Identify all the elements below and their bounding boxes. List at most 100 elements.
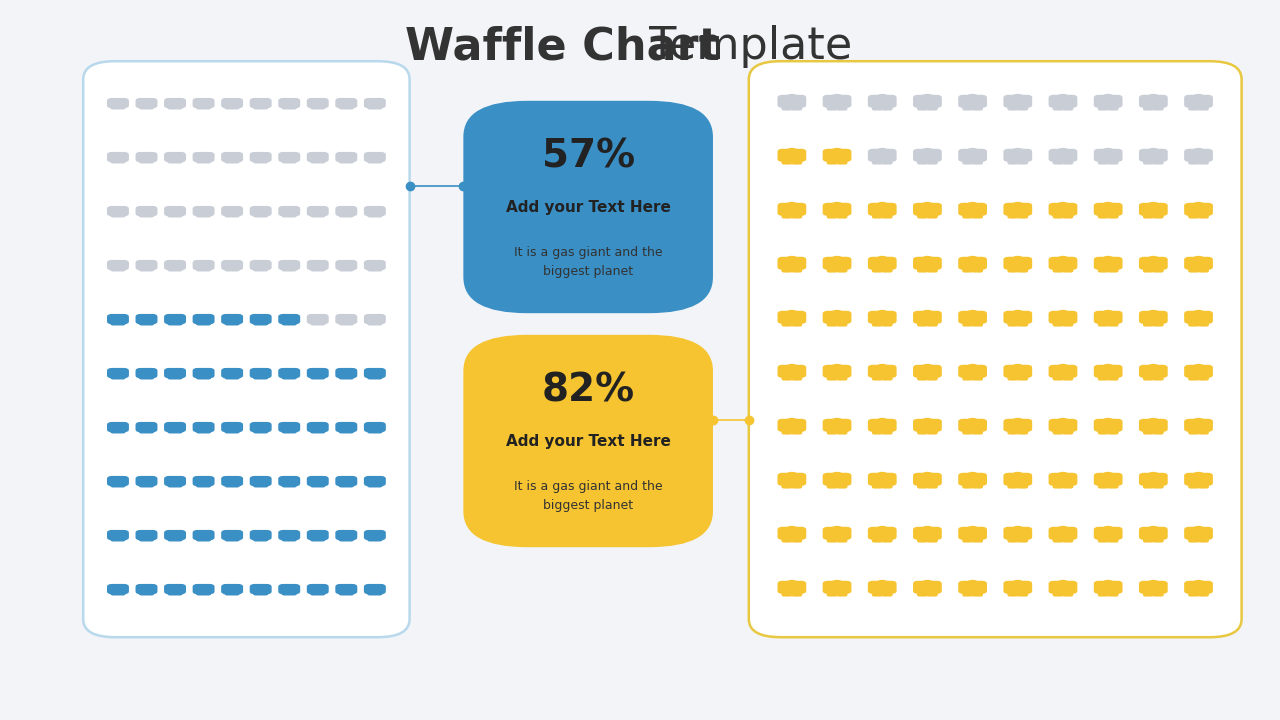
Circle shape [1102,364,1114,372]
FancyBboxPatch shape [367,374,376,379]
FancyBboxPatch shape [1007,590,1019,597]
Circle shape [228,153,236,157]
FancyBboxPatch shape [282,482,291,487]
FancyBboxPatch shape [1198,104,1208,111]
Circle shape [257,153,265,157]
FancyBboxPatch shape [307,98,329,108]
FancyBboxPatch shape [116,158,125,163]
Circle shape [877,472,888,480]
FancyBboxPatch shape [1048,257,1078,270]
Circle shape [1102,472,1114,480]
FancyBboxPatch shape [364,368,385,378]
FancyBboxPatch shape [1107,212,1119,219]
FancyBboxPatch shape [278,206,301,216]
FancyBboxPatch shape [196,320,205,325]
Text: 82%: 82% [541,371,635,409]
FancyBboxPatch shape [335,98,357,108]
FancyBboxPatch shape [916,266,928,273]
FancyBboxPatch shape [253,320,262,325]
FancyBboxPatch shape [136,314,157,324]
FancyBboxPatch shape [1184,527,1213,540]
Circle shape [114,99,122,103]
FancyBboxPatch shape [959,257,987,270]
Circle shape [314,585,321,589]
FancyBboxPatch shape [250,584,271,594]
FancyBboxPatch shape [1098,266,1108,273]
Circle shape [343,153,349,157]
FancyBboxPatch shape [282,374,291,379]
Circle shape [877,94,888,102]
FancyBboxPatch shape [963,212,973,219]
FancyBboxPatch shape [145,320,154,325]
FancyBboxPatch shape [116,212,125,217]
FancyBboxPatch shape [791,536,803,543]
Circle shape [922,364,933,372]
Circle shape [228,423,236,427]
Circle shape [257,315,265,319]
Circle shape [257,369,265,373]
FancyBboxPatch shape [260,482,268,487]
FancyBboxPatch shape [250,530,271,540]
Circle shape [172,423,179,427]
FancyBboxPatch shape [927,374,938,381]
FancyBboxPatch shape [344,158,353,163]
Circle shape [1102,580,1114,588]
Circle shape [786,472,797,480]
FancyBboxPatch shape [1188,158,1199,165]
FancyBboxPatch shape [1094,581,1123,594]
FancyBboxPatch shape [1052,482,1064,489]
FancyBboxPatch shape [260,374,268,379]
FancyBboxPatch shape [972,266,983,273]
Circle shape [966,418,978,426]
FancyBboxPatch shape [168,320,177,325]
FancyBboxPatch shape [782,212,792,219]
Circle shape [922,148,933,156]
FancyBboxPatch shape [364,584,385,594]
FancyBboxPatch shape [1018,104,1028,111]
Circle shape [228,477,236,481]
Circle shape [200,369,207,373]
FancyBboxPatch shape [278,152,301,162]
FancyBboxPatch shape [250,368,271,378]
FancyBboxPatch shape [136,260,157,270]
FancyBboxPatch shape [959,203,987,216]
FancyBboxPatch shape [1004,473,1032,486]
Circle shape [114,207,122,211]
Circle shape [1193,526,1204,534]
FancyBboxPatch shape [140,590,148,595]
Text: Add your Text Here: Add your Text Here [506,199,671,215]
Circle shape [922,256,933,264]
Circle shape [114,261,122,265]
FancyBboxPatch shape [1062,212,1074,219]
Circle shape [1193,256,1204,264]
Text: It is a gas giant and the
biggest planet: It is a gas giant and the biggest planet [513,246,663,278]
FancyBboxPatch shape [872,266,883,273]
FancyBboxPatch shape [972,158,983,165]
FancyBboxPatch shape [374,158,383,163]
Circle shape [343,315,349,319]
FancyBboxPatch shape [145,374,154,379]
Circle shape [285,99,293,103]
FancyBboxPatch shape [140,212,148,217]
FancyBboxPatch shape [1098,104,1108,111]
Circle shape [343,99,349,103]
Circle shape [1193,202,1204,210]
FancyBboxPatch shape [307,206,329,216]
FancyBboxPatch shape [364,314,385,324]
Circle shape [966,526,978,534]
FancyBboxPatch shape [116,536,125,541]
FancyBboxPatch shape [367,158,376,163]
FancyBboxPatch shape [1188,590,1199,597]
FancyBboxPatch shape [140,536,148,541]
FancyBboxPatch shape [1048,527,1078,540]
Circle shape [1102,418,1114,426]
Circle shape [314,315,321,319]
Circle shape [172,261,179,265]
FancyBboxPatch shape [1018,320,1028,327]
FancyBboxPatch shape [1004,149,1032,162]
FancyBboxPatch shape [374,104,383,109]
FancyBboxPatch shape [1062,158,1074,165]
FancyBboxPatch shape [253,428,262,433]
FancyBboxPatch shape [110,320,119,325]
FancyBboxPatch shape [916,104,928,111]
